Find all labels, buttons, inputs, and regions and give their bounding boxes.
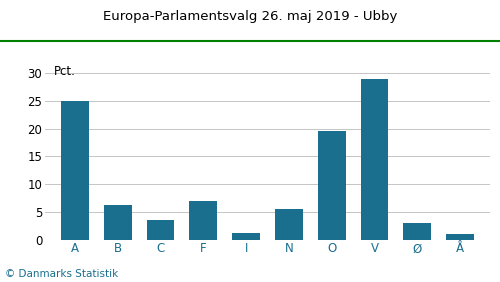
Bar xyxy=(318,131,345,240)
Bar xyxy=(275,209,303,240)
Bar xyxy=(146,220,174,240)
Text: Pct.: Pct. xyxy=(54,65,76,78)
Bar xyxy=(190,201,217,240)
Bar xyxy=(104,205,132,240)
Bar xyxy=(446,234,474,240)
Bar xyxy=(404,223,431,240)
Text: Europa-Parlamentsvalg 26. maj 2019 - Ubby: Europa-Parlamentsvalg 26. maj 2019 - Ubb… xyxy=(103,10,397,23)
Text: © Danmarks Statistik: © Danmarks Statistik xyxy=(5,269,118,279)
Bar xyxy=(232,233,260,240)
Bar xyxy=(360,79,388,240)
Bar xyxy=(61,101,89,240)
